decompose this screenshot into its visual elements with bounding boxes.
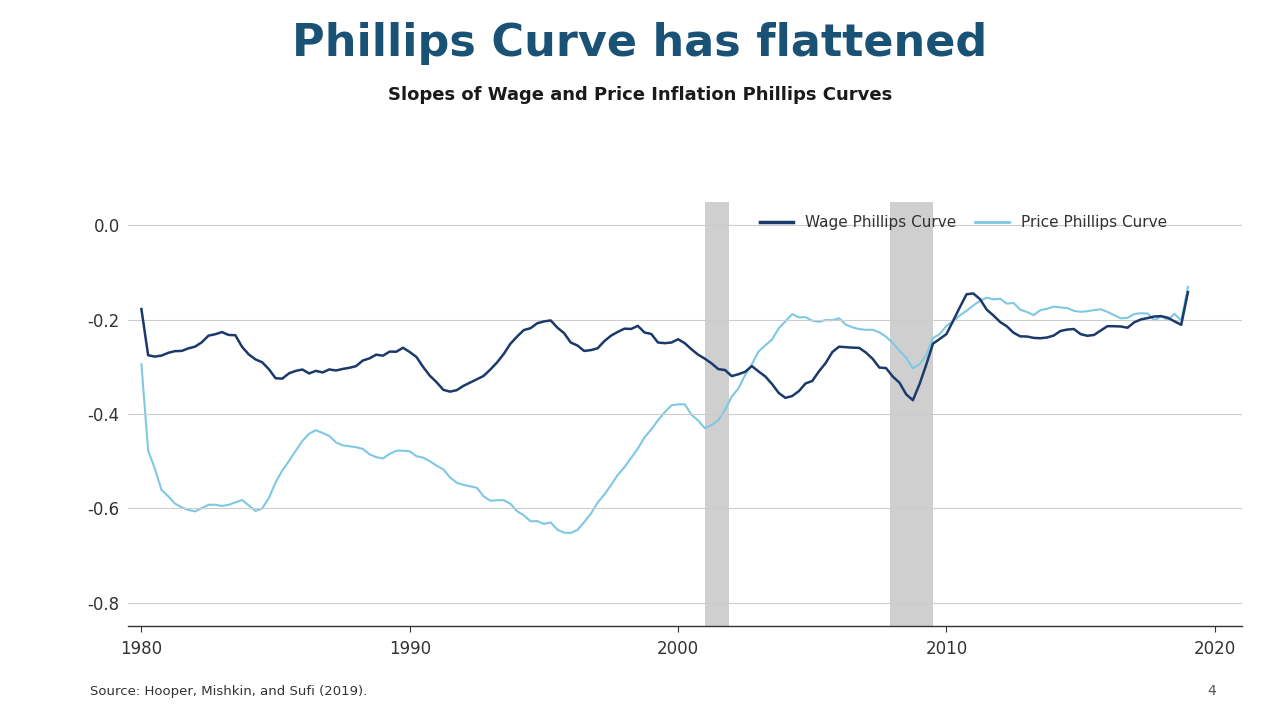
- Wage Phillips Curve: [522, 324, 538, 333]
- Price Phillips Curve: [563, 528, 579, 537]
- Wage Phillips Curve: [986, 311, 1001, 320]
- Price Phillips Curve: [744, 360, 759, 369]
- Wage Phillips Curve: [905, 396, 920, 405]
- Wage Phillips Curve: [133, 305, 148, 313]
- Text: Source: Hooper, Mishkin, and Sufi (2019).: Source: Hooper, Mishkin, and Sufi (2019)…: [90, 685, 367, 698]
- Line: Wage Phillips Curve: Wage Phillips Curve: [141, 292, 1188, 400]
- Price Phillips Curve: [416, 454, 431, 462]
- Text: Phillips Curve has flattened: Phillips Curve has flattened: [292, 22, 988, 65]
- Line: Price Phillips Curve: Price Phillips Curve: [141, 287, 1188, 533]
- Bar: [890, 202, 933, 626]
- Wage Phillips Curve: [1180, 288, 1196, 297]
- Price Phillips Curve: [986, 295, 1001, 304]
- Price Phillips Curve: [187, 507, 202, 516]
- Text: 4: 4: [1207, 685, 1216, 698]
- Text: Slopes of Wage and Price Inflation Phillips Curves: Slopes of Wage and Price Inflation Phill…: [388, 86, 892, 104]
- Price Phillips Curve: [133, 360, 148, 369]
- Legend: Wage Phillips Curve, Price Phillips Curve: Wage Phillips Curve, Price Phillips Curv…: [754, 210, 1172, 236]
- Wage Phillips Curve: [187, 342, 202, 351]
- Wage Phillips Curve: [416, 363, 431, 372]
- Bar: [705, 202, 730, 626]
- Wage Phillips Curve: [168, 347, 183, 356]
- Price Phillips Curve: [168, 499, 183, 508]
- Price Phillips Curve: [1180, 282, 1196, 291]
- Wage Phillips Curve: [737, 367, 753, 376]
- Price Phillips Curve: [522, 517, 538, 526]
